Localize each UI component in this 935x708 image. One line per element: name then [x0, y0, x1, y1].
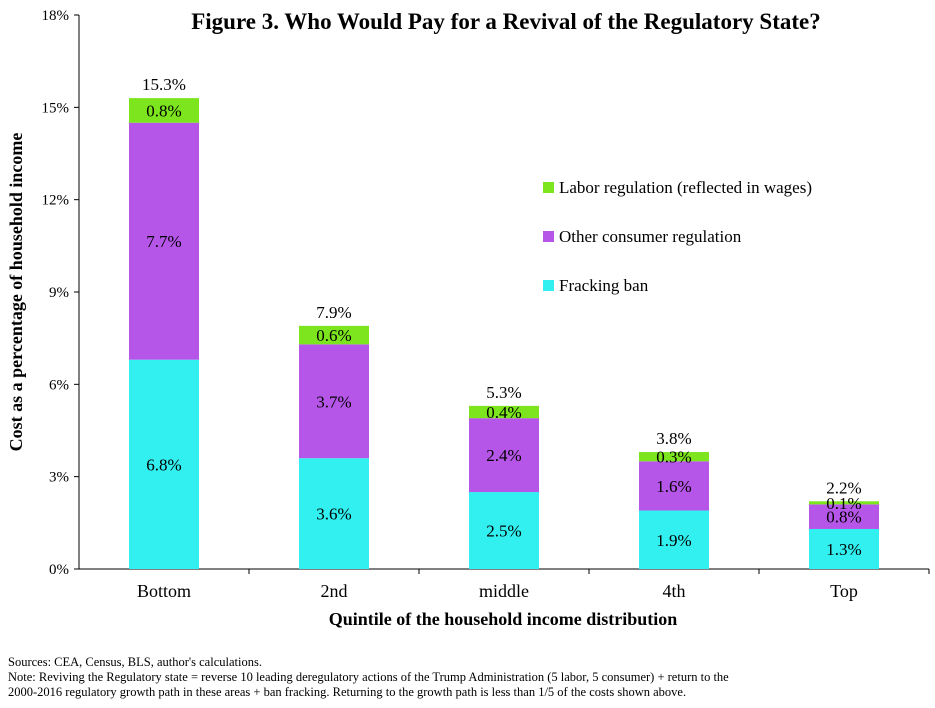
data-label-labor: 0.8% — [146, 101, 181, 120]
data-label-consumer: 1.6% — [656, 477, 691, 496]
data-label-consumer: 3.7% — [316, 392, 351, 411]
y-axis-title: Cost as a percentage of household income — [6, 133, 26, 452]
data-label-labor: 0.3% — [656, 448, 691, 467]
y-tick-label: 9% — [49, 285, 69, 301]
legend: Labor regulation (reflected in wages) Oth… — [543, 178, 812, 295]
bar-segment-consumer — [639, 461, 709, 511]
legend-swatch — [543, 182, 554, 193]
bar-segment-consumer — [809, 504, 879, 529]
notes: Sources: CEA, Census, BLS, author's calc… — [8, 655, 928, 700]
chart-title: Figure 3. Who Would Pay for a Revival of… — [191, 9, 821, 34]
total-label: 7.9% — [316, 303, 351, 322]
note-line-1: Note: Reviving the Regulatory state = re… — [8, 670, 729, 684]
data-label-labor: 0.4% — [486, 403, 521, 422]
legend-label: Fracking ban — [559, 276, 649, 295]
y-tick-label: 15% — [42, 100, 70, 116]
bar-segment-labor — [129, 98, 199, 123]
bar-segment-labor — [299, 325, 369, 345]
legend-label: Labor regulation (reflected in wages) — [559, 178, 812, 197]
bar-segment-fracking — [129, 359, 199, 569]
y-tick-label: 12% — [42, 193, 70, 209]
data-label-consumer: 0.8% — [826, 508, 861, 527]
bar-segment-fracking — [809, 528, 879, 569]
y-axis-ticks: 0% 3% 6% 9% 12% 15% 18% — [42, 8, 79, 578]
data-label-fracking: 1.3% — [826, 540, 861, 559]
data-label-labor: 0.6% — [316, 326, 351, 345]
legend-label: Other consumer regulation — [559, 227, 742, 246]
bar-segment-fracking — [639, 510, 709, 569]
y-tick-label: 6% — [49, 377, 69, 393]
bars: 6.8% 7.7% 0.8% 15.3% 3.6% 3.7% 0.6% 7.9% 2.5% 2.4… — [129, 75, 879, 569]
total-label: 5.3% — [486, 383, 521, 402]
bar-segment-labor — [469, 405, 539, 419]
data-label-fracking: 1.9% — [656, 531, 691, 550]
sources-note: Sources: CEA, Census, BLS, author's calc… — [8, 655, 262, 669]
bar-segment-labor — [639, 452, 709, 462]
bar-segment-labor — [809, 501, 879, 505]
bar-segment-consumer — [299, 344, 369, 459]
category-label: Top — [830, 581, 858, 601]
y-tick-label: 0% — [49, 562, 69, 578]
bar-segment-fracking — [299, 458, 369, 569]
total-label: 2.2% — [826, 478, 861, 497]
category-label: 4th — [662, 581, 685, 601]
total-label: 15.3% — [142, 75, 186, 94]
legend-swatch — [543, 280, 554, 291]
data-label-fracking: 6.8% — [146, 455, 181, 474]
category-label: middle — [479, 581, 529, 601]
y-tick-label: 18% — [42, 8, 70, 24]
note-line-2: 2000-2016 regulatory growth path in thes… — [8, 685, 687, 699]
x-axis-title: Quintile of the household income distrib… — [329, 609, 678, 629]
data-label-consumer: 7.7% — [146, 232, 181, 251]
category-labels: Bottom 2nd middle 4th Top — [137, 569, 930, 601]
legend-swatch — [543, 231, 554, 242]
data-label-consumer: 2.4% — [486, 446, 521, 465]
bar-segment-consumer — [469, 418, 539, 493]
category-label: 2nd — [321, 581, 348, 601]
category-label: Bottom — [137, 581, 191, 601]
total-label: 3.8% — [656, 429, 691, 448]
data-label-labor: 0.1% — [826, 494, 861, 513]
y-tick-label: 3% — [49, 470, 69, 486]
bar-segment-fracking — [469, 492, 539, 569]
bar-segment-consumer — [129, 122, 199, 360]
data-label-fracking: 3.6% — [316, 505, 351, 524]
data-label-fracking: 2.5% — [486, 522, 521, 541]
